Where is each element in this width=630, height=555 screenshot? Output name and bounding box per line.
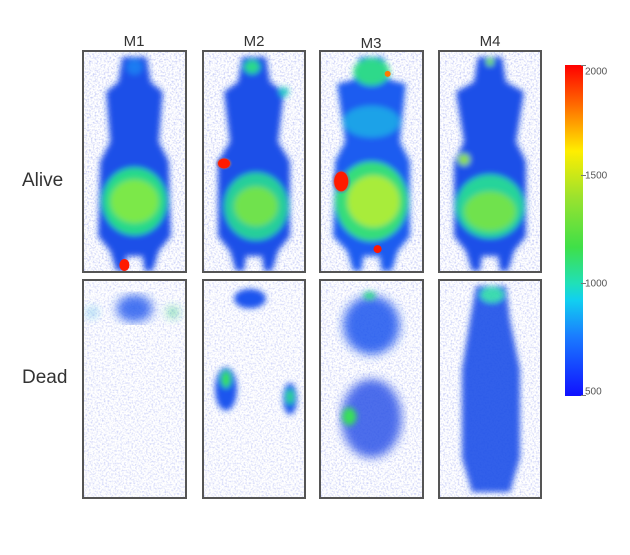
panel-dead-m4 (438, 279, 542, 499)
column-label-m4: M4 (479, 33, 501, 50)
panel-dead-m1 (82, 279, 187, 499)
panel-dead-m2 (202, 279, 306, 499)
row-label-dead: Dead (22, 367, 68, 388)
panel-alive-m4 (438, 50, 542, 273)
panel-dead-m3 (319, 279, 424, 499)
colorbar-label-1000: 1000 (585, 278, 608, 290)
colorbar-label-500: 500 (585, 386, 602, 398)
panel-alive-m2 (202, 50, 306, 273)
colorbar (565, 65, 583, 396)
column-label-m3: M3 (360, 35, 382, 52)
row-label-alive: Alive (22, 170, 64, 191)
colorbar-tick-2000 (581, 65, 586, 66)
colorbar-label-1500: 1500 (585, 170, 608, 182)
panel-alive-m1 (82, 50, 187, 273)
panel-alive-m3 (319, 50, 424, 273)
colorbar-tick-500 (581, 395, 586, 396)
column-label-m1: M1 (123, 33, 145, 50)
column-label-m2: M2 (243, 33, 265, 50)
colorbar-tick-1000 (581, 283, 586, 284)
colorbar-label-2000: 2000 (585, 66, 608, 78)
colorbar-tick-1500 (581, 175, 586, 176)
